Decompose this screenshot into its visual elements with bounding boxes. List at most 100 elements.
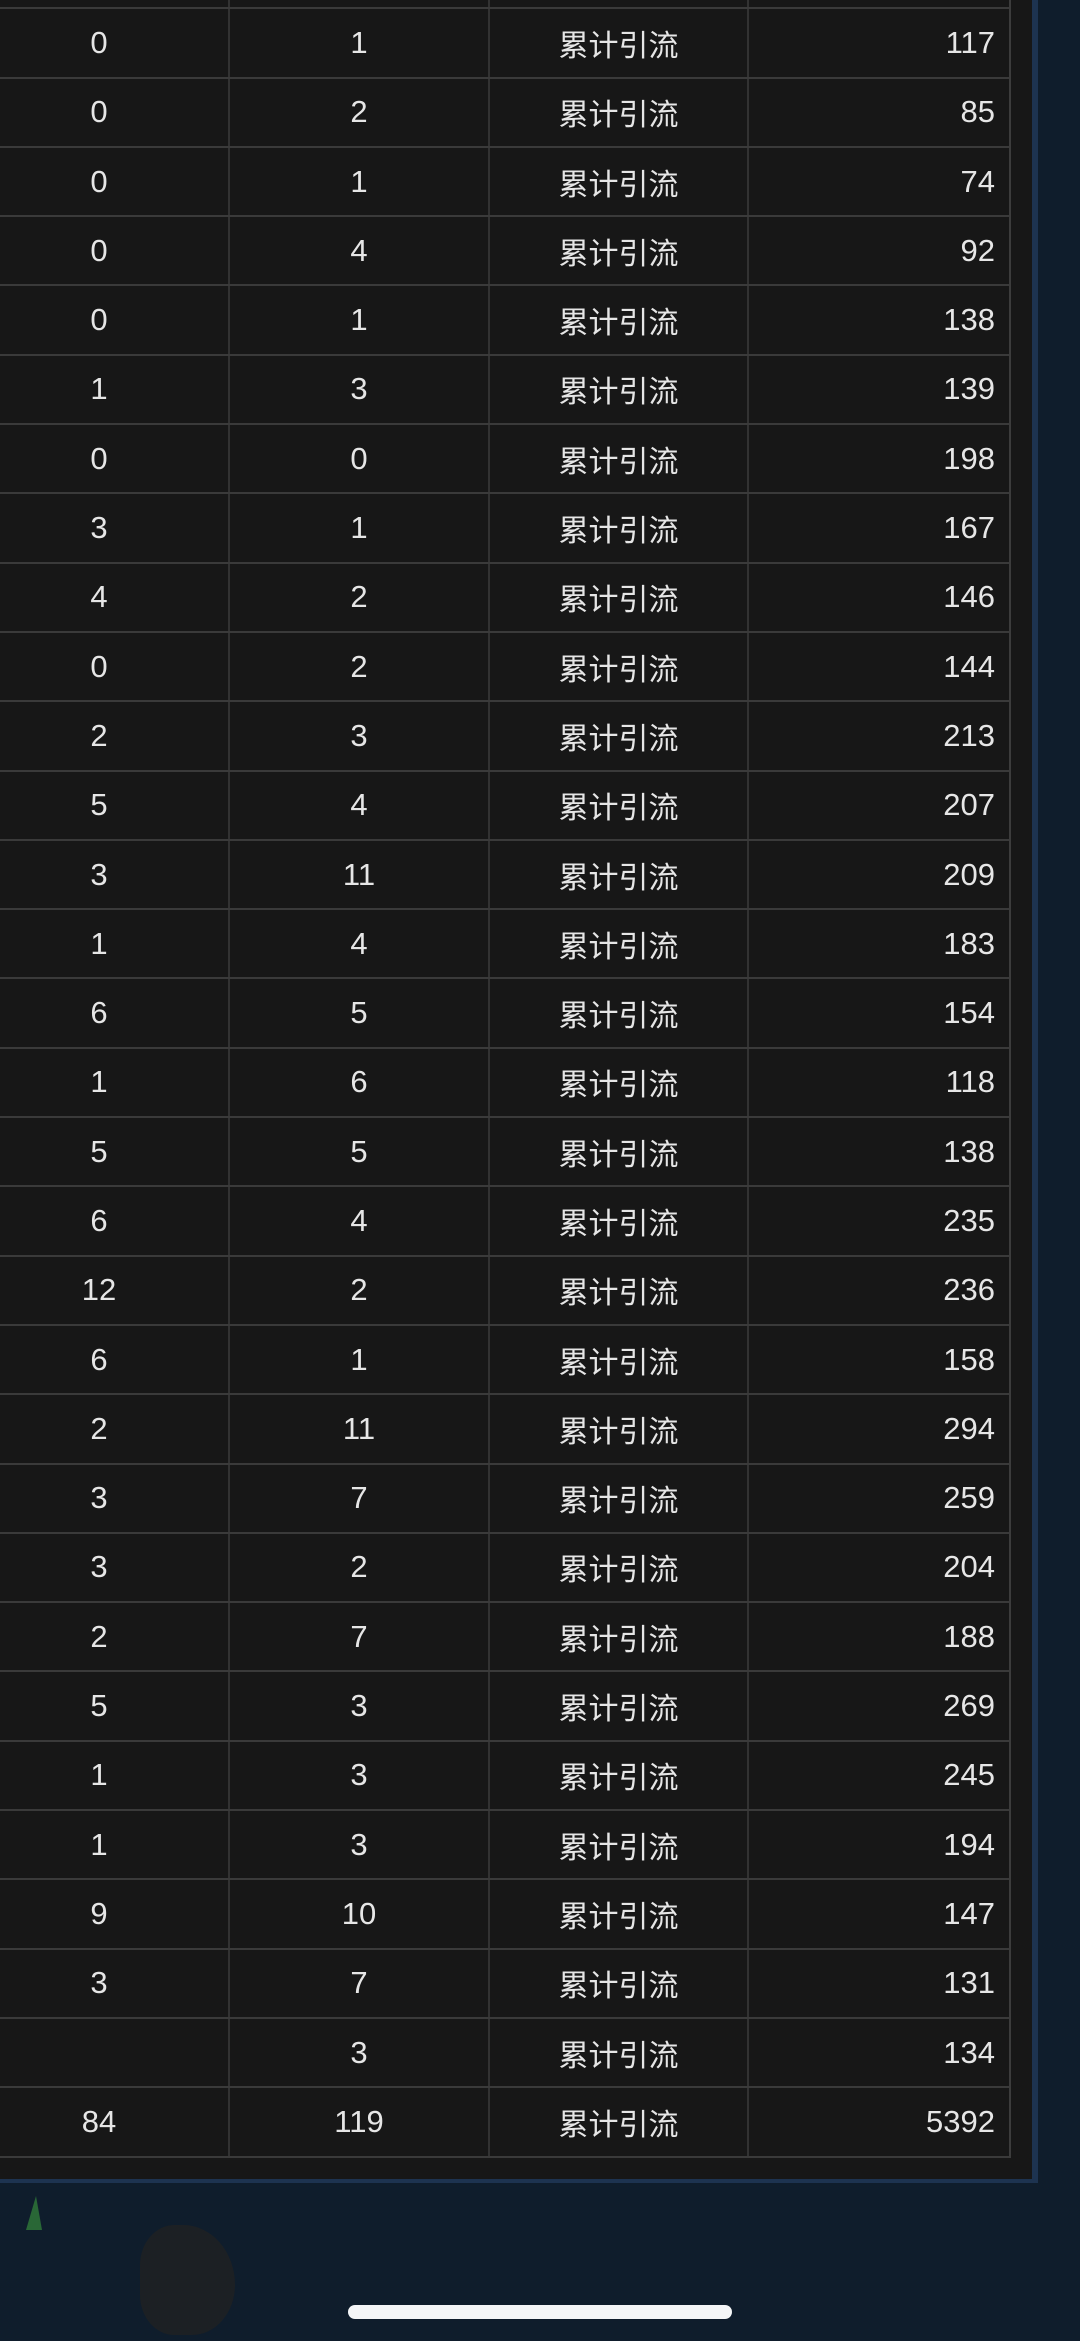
table-cell: 117 [945,24,995,60]
table-cell: 0 [0,286,230,354]
table-cell: 158 [943,1341,995,1377]
table-row: 0 4 累计引流 92 [0,217,1009,287]
table-cell: 累计引流 [490,217,749,285]
table-cell: 194 [943,1826,995,1862]
table-cell: 7 [230,1949,490,2017]
table-cell: 累计引流 [490,147,749,216]
table-row [0,0,1009,10]
table-cell: 6 [0,979,230,1047]
table-cell: 209 [943,856,995,892]
table-cell: 118 [945,1064,995,1100]
table-row: 2 11 累计引流 294 [0,1395,1009,1465]
table-cell: 累计引流 [490,286,749,354]
table-row: 3 7 累计引流 131 [0,1949,1009,2019]
table-row: 5 3 累计引流 269 [0,1672,1009,1742]
table-cell: 2 [230,563,490,631]
table-cell: 累计引流 [490,1949,749,2017]
table-cell: 累计引流 [490,1672,749,1740]
table-cell: 累计引流 [490,9,749,77]
table-row: 6 1 累计引流 158 [0,1325,1009,1396]
table-cell: 11 [230,1395,490,1463]
table-row: 3 2 累计引流 204 [0,1533,1009,1604]
table-row: 0 1 累计引流 74 [0,147,1009,218]
table-cell: 10 [230,1880,490,1948]
table-cell: 6 [0,1325,230,1394]
table-cell: 4 [230,217,490,285]
table-cell: 3 [0,494,230,562]
table-cell: 3 [230,1672,490,1740]
table-row: 5 4 累计引流 207 [0,771,1009,841]
table-cell: 累计引流 [490,1118,749,1186]
table-cell [230,0,490,8]
table-row: 0 2 累计引流 85 [0,78,1009,148]
table-cell: 6 [230,1048,490,1117]
table-cell: 4 [230,771,490,839]
table-row: 0 0 累计引流 198 [0,425,1009,495]
table-cell: 累计引流 [490,1325,749,1394]
table-cell: 2 [0,1395,230,1463]
table-cell: 2 [230,632,490,701]
table-cell: 198 [943,440,995,476]
table-row: 3 1 累计引流 167 [0,494,1009,564]
table-cell: 累计引流 [490,1048,749,1117]
table-cell: 累计引流 [490,494,749,562]
data-panel: 0 1 累计引流 117 0 2 累计引流 85 0 1 累计引流 74 0 4 累计引流 92 0 1 累计引流 1… [0,0,1038,2183]
table-cell: 138 [943,302,995,338]
table-row: 3 11 累计引流 209 [0,840,1009,911]
table-cell: 累计引流 [490,702,749,770]
table-cell: 204 [943,1549,995,1585]
table-cell: 0 [0,78,230,146]
table-cell: 3 [0,1464,230,1532]
table-cell: 0 [0,632,230,701]
table-cell: 累计引流 [490,840,749,909]
table-cell [0,0,230,8]
table-cell: 1 [0,1741,230,1810]
table-row: 0 1 累计引流 117 [0,9,1009,79]
table-row: 1 3 累计引流 245 [0,1741,1009,1812]
table-cell: 3 [230,1741,490,1810]
table-cell: 2 [0,1603,230,1671]
table-cell: 183 [943,925,995,961]
table-cell [749,0,1007,7]
table-cell: 245 [943,1757,995,1793]
table-cell: 131 [943,1965,995,2001]
table-row: 2 3 累计引流 213 [0,702,1009,772]
table-cell: 139 [943,371,995,407]
table-cell: 7 [230,1603,490,1671]
table-cell: 269 [943,1688,995,1724]
table-row: 4 2 累计引流 146 [0,563,1009,633]
table-row: 9 10 累计引流 147 [0,1880,1009,1950]
table-cell: 188 [943,1618,995,1654]
table-cell: 119 [230,2088,490,2156]
table-row: 5 5 累计引流 138 [0,1118,1009,1188]
table-cell: 累计引流 [490,632,749,701]
table-cell: 12 [0,1256,230,1324]
table-cell: 236 [943,1272,995,1308]
home-indicator[interactable] [348,2305,732,2319]
table-cell: 147 [943,1895,995,1931]
table-cell: 259 [943,1480,995,1516]
table-cell: 累计引流 [490,78,749,146]
table-cell: 0 [0,9,230,77]
table-cell: 2 [0,702,230,770]
table-row: 3 7 累计引流 259 [0,1464,1009,1534]
table-cell: 0 [0,147,230,216]
table-cell: 235 [943,1202,995,1238]
table-cell: 3 [230,2018,490,2087]
table-cell: 累计引流 [490,1603,749,1671]
table-cell: 2 [230,78,490,146]
table-cell: 134 [943,2034,995,2070]
table-row: 6 4 累计引流 235 [0,1187,1009,1257]
data-table: 0 1 累计引流 117 0 2 累计引流 85 0 1 累计引流 74 0 4 累计引流 92 0 1 累计引流 1… [0,0,1011,2158]
table-cell: 累计引流 [490,1880,749,1948]
table-cell: 0 [230,425,490,493]
table-cell: 累计引流 [490,2088,749,2156]
table-cell: 3 [230,355,490,424]
table-cell: 1 [230,147,490,216]
table-cell: 3 [230,702,490,770]
table-cell: 5 [230,979,490,1047]
table-cell: 213 [943,717,995,753]
table-cell: 0 [0,217,230,285]
table-cell: 累计引流 [490,355,749,424]
table-cell: 6 [0,1187,230,1255]
